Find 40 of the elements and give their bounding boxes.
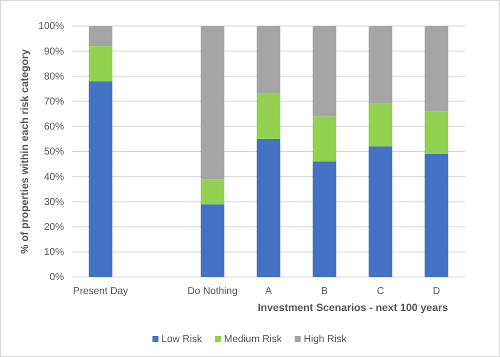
bar <box>312 162 336 277</box>
y-tick-label: 40% <box>44 172 64 183</box>
x-tick-label: D <box>432 286 440 298</box>
bar <box>424 26 448 112</box>
bar <box>256 94 280 139</box>
x-tick-label: B <box>321 286 328 298</box>
bar <box>424 111 448 154</box>
y-tick-label: 10% <box>44 247 64 258</box>
bar <box>88 81 112 277</box>
x-tick-label: Present Day <box>73 286 128 298</box>
y-tick-label: 50% <box>44 146 64 158</box>
legend-label: Low Risk <box>161 334 203 345</box>
y-tick-label: 30% <box>44 196 64 208</box>
bar <box>312 26 336 116</box>
y-tick-label: 90% <box>44 46 64 58</box>
bar <box>200 179 224 204</box>
bar <box>200 26 224 180</box>
legend-label: Medium Risk <box>224 334 283 345</box>
bar <box>368 146 392 277</box>
y-axis-title: % of properties within each risk category <box>19 48 31 254</box>
bar <box>88 46 112 82</box>
y-tick-label: 100% <box>38 21 64 32</box>
x-tick-label: Do Nothing <box>188 286 238 298</box>
bar <box>200 204 224 277</box>
x-axis-title: Investment Scenarios - next 100 years <box>258 302 448 314</box>
bar <box>368 104 392 146</box>
bar <box>368 26 392 104</box>
bar <box>424 154 448 277</box>
y-tick-label: 70% <box>44 96 64 108</box>
y-tick-label: 80% <box>44 71 64 82</box>
y-tick-label: 0% <box>50 272 64 284</box>
x-tick-label: C <box>376 286 384 298</box>
bar <box>88 26 112 46</box>
x-tick-label: A <box>265 286 272 298</box>
bar <box>312 116 336 162</box>
y-tick-label: 20% <box>44 222 64 233</box>
y-tick-label: 60% <box>44 122 64 133</box>
bar <box>256 26 280 94</box>
legend-label: High Risk <box>304 334 348 345</box>
bar <box>256 138 280 277</box>
